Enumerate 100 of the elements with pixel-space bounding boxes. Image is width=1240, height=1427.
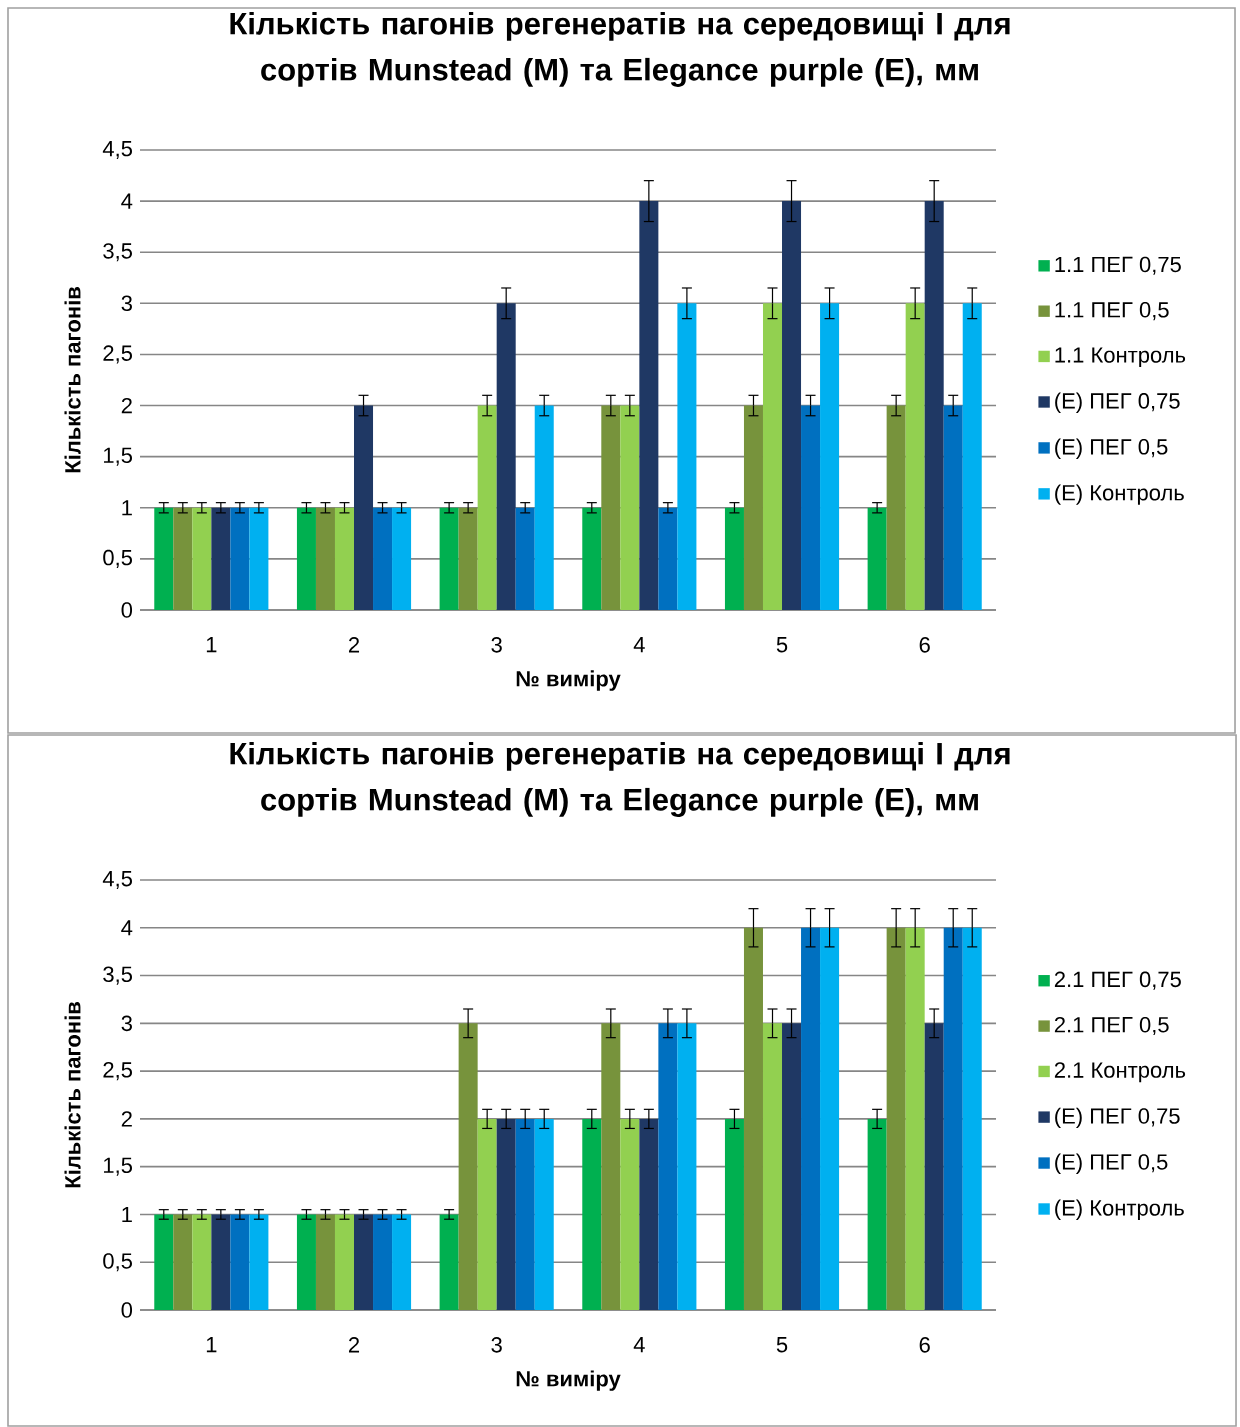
legend-label: (Е) Контроль — [1055, 1199, 1184, 1220]
y-tick-label: 3 — [121, 295, 132, 312]
bar — [601, 405, 621, 610]
legend-label: (Е) Контроль — [1055, 484, 1184, 505]
x-tick-label: 1 — [206, 637, 217, 653]
y-tick-label: 1 — [122, 1206, 132, 1223]
legend-label: (Е) ПЕГ 0,75 — [1055, 1107, 1180, 1129]
y-tick-label: 4,5 — [102, 871, 132, 889]
y-tick-label: 2 — [121, 1111, 132, 1127]
bar — [743, 927, 763, 1310]
bar — [534, 405, 554, 610]
bar — [724, 1118, 744, 1310]
bar — [496, 1118, 516, 1310]
bar — [905, 927, 925, 1310]
legend-label: 2.1 ПЕГ 0,5 — [1054, 1016, 1169, 1036]
legend-label: 1.1 ПЕГ 0,5 — [1055, 302, 1169, 321]
bar — [762, 1023, 783, 1310]
legend-label: 2.1 ПЕГ 0,75 — [1054, 971, 1181, 990]
x-tick-label: 5 — [776, 1337, 788, 1353]
legend-label: (Е) ПЕГ 0,5 — [1055, 438, 1168, 459]
bar — [392, 507, 412, 610]
bar — [211, 1214, 231, 1310]
bar — [439, 507, 459, 610]
y-axis-title: Кількість пагонів — [64, 287, 81, 473]
bar — [639, 201, 659, 610]
bar — [373, 507, 393, 610]
bar — [886, 405, 906, 610]
bar — [762, 303, 783, 610]
bar — [943, 927, 963, 1310]
x-tick-label: 6 — [919, 637, 930, 653]
x-tick-label: 2 — [348, 637, 360, 653]
legend-label: 1.1 Контроль — [1055, 347, 1186, 368]
bar — [962, 927, 982, 1310]
bar — [334, 507, 354, 610]
bar — [354, 405, 374, 610]
bar — [439, 1214, 459, 1310]
bar — [724, 507, 744, 610]
bar — [249, 507, 269, 610]
y-tick-label: 4 — [121, 920, 133, 936]
bar — [677, 303, 697, 610]
bar — [249, 1214, 269, 1310]
bar — [820, 303, 840, 610]
bar — [801, 927, 821, 1310]
x-tick-label: 4 — [633, 1337, 645, 1353]
bar — [173, 507, 193, 610]
x-tick-label: 3 — [491, 1337, 502, 1353]
bar — [211, 507, 231, 610]
bar — [515, 1118, 535, 1310]
legend-label: (Е) ПЕГ 0,75 — [1055, 392, 1180, 413]
bar — [477, 405, 497, 610]
bar — [392, 1214, 412, 1310]
y-tick-label: 1 — [122, 500, 132, 516]
y-tick-label: 1,5 — [104, 447, 132, 466]
bar — [782, 1023, 802, 1310]
y-tick-label: 2,5 — [103, 345, 132, 364]
bar — [515, 507, 535, 610]
bar — [296, 1214, 316, 1310]
bar — [296, 507, 316, 610]
bar — [620, 405, 640, 610]
y-tick-label: 2,5 — [103, 1062, 132, 1081]
bar — [315, 1214, 335, 1310]
bar — [924, 201, 944, 610]
bar — [334, 1214, 354, 1310]
bar — [458, 1023, 478, 1310]
x-tick-label: 6 — [919, 1337, 930, 1353]
bar — [582, 507, 602, 610]
bar — [601, 1023, 621, 1310]
bar — [639, 1118, 659, 1310]
y-tick-label: 0 — [121, 1302, 133, 1318]
chart-title: Кількість пагонів регенератів на середовищі І для сортів Munstead (M) та Elegance purple (E), мм — [230, 11, 1010, 87]
bar — [924, 1023, 944, 1310]
bar — [658, 1023, 678, 1310]
x-axis-title: № виміру — [516, 670, 621, 691]
bar — [496, 303, 516, 610]
bar — [154, 507, 174, 610]
bar — [820, 927, 840, 1310]
bar — [886, 927, 906, 1310]
legend-label: (Е) ПЕГ 0,5 — [1055, 1153, 1168, 1175]
bar — [743, 405, 763, 610]
bar — [867, 1118, 887, 1310]
bar — [192, 1214, 212, 1310]
bar — [354, 1214, 374, 1310]
bar — [230, 1214, 250, 1310]
bar — [230, 507, 250, 610]
y-tick-label: 3,5 — [103, 966, 132, 985]
y-tick-label: 3 — [121, 1015, 132, 1032]
x-tick-label: 2 — [348, 1337, 360, 1353]
x-tick-label: 3 — [491, 637, 502, 653]
bar — [658, 507, 678, 610]
bar — [677, 1023, 697, 1310]
y-tick-label: 1,5 — [104, 1157, 132, 1176]
bar — [173, 1214, 193, 1310]
bar — [192, 507, 212, 610]
bar — [801, 405, 821, 610]
y-tick-label: 0,5 — [103, 1253, 132, 1272]
x-tick-label: 5 — [776, 637, 788, 653]
bar — [962, 303, 982, 610]
chart-title: Кількість пагонів регенератів на середовищі І для сортів Munstead (M) та Elegance purple (E), мм — [230, 741, 1010, 817]
x-axis-title: № виміру — [516, 1370, 621, 1391]
y-tick-label: 2 — [121, 397, 132, 414]
